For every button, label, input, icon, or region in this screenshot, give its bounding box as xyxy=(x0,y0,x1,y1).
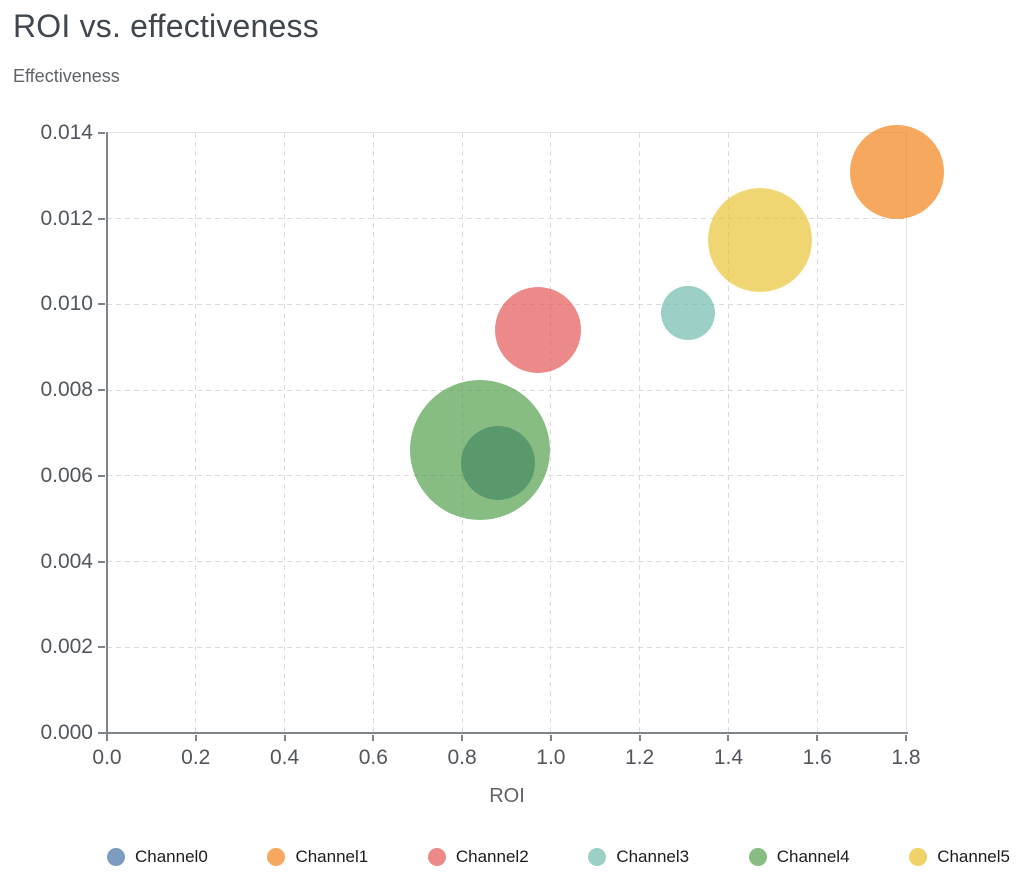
x-tick-label-1.2: 1.2 xyxy=(625,746,655,769)
legend-item-channel5[interactable]: Channel5 xyxy=(909,846,1010,868)
legend-label-channel0: Channel0 xyxy=(135,847,208,866)
x-tick-label-1.8: 1.8 xyxy=(891,746,921,769)
x-tick-label-1.6: 1.6 xyxy=(802,746,832,769)
x-tick-label-1.4: 1.4 xyxy=(713,746,744,769)
y-tick-0.012 xyxy=(98,217,105,220)
bubble-channel5[interactable] xyxy=(707,188,812,293)
y-tick-label-0.010: 0.010 xyxy=(40,292,93,316)
legend-item-channel1[interactable]: Channel1 xyxy=(267,846,368,868)
gridline-x-1.0 xyxy=(550,133,552,733)
x-tick-1.2 xyxy=(638,735,641,741)
legend-item-channel2[interactable]: Channel2 xyxy=(427,846,529,868)
legend-label-channel3: Channel3 xyxy=(616,847,690,866)
x-tick-label-0.0: 0.0 xyxy=(92,746,122,769)
x-tick-label-0.4: 0.4 xyxy=(269,746,300,769)
gridline-x-0.4 xyxy=(284,133,286,733)
y-tick-0.010 xyxy=(98,303,105,306)
y-tick-0.006 xyxy=(98,474,105,477)
bubble-channel4[interactable] xyxy=(409,380,550,521)
x-axis-title: ROI xyxy=(489,785,525,807)
gridline-x-1.2 xyxy=(639,133,641,733)
y-tick-0.008 xyxy=(98,389,105,392)
x-tick-0.2 xyxy=(194,735,197,741)
legend-swatch-channel0 xyxy=(107,848,125,866)
x-tick-1.0 xyxy=(549,735,552,741)
x-tick-label-1.0: 1.0 xyxy=(536,746,566,769)
legend-label-channel2: Channel2 xyxy=(455,847,529,866)
y-tick-label-0.012: 0.012 xyxy=(40,206,93,230)
y-tick-label-0.004: 0.004 xyxy=(40,549,93,573)
bubble-channel3[interactable] xyxy=(661,286,716,340)
x-tick-1.4 xyxy=(727,735,730,741)
chart-title: ROI vs. effectiveness xyxy=(13,8,319,44)
y-tick-label-0.000: 0.000 xyxy=(40,721,93,744)
legend: Channel0 Channel1 Channel2 Channel3 Channel4… xyxy=(107,845,1010,869)
gridline-x-1.4 xyxy=(727,133,729,733)
gridline-x-1.6 xyxy=(816,133,818,733)
legend-item-channel0[interactable]: Channel0 xyxy=(107,846,208,868)
legend-label-channel4: Channel4 xyxy=(776,847,850,866)
bubble-channel1[interactable] xyxy=(850,124,945,219)
gridline-y-0.012 xyxy=(107,218,906,220)
y-tick-label-0.008: 0.008 xyxy=(40,378,93,402)
y-axis-line xyxy=(106,132,108,735)
x-tick-label-0.8: 0.8 xyxy=(447,746,477,769)
plot-area: 0.0 0.2 0.4 0.6 0.8 1.0 1.2 1.4 1.6 1.8 0.000 0.002… xyxy=(40,121,945,769)
gridline-x-0.6 xyxy=(372,133,374,733)
legend-swatch-channel4 xyxy=(748,848,767,866)
y-tick-0.000 xyxy=(98,732,105,734)
x-tick-1.8 xyxy=(905,735,907,741)
x-axis-line xyxy=(105,732,908,734)
legend-item-channel3[interactable]: Channel3 xyxy=(588,846,689,868)
plot-border-right xyxy=(906,133,907,733)
gridline-y-0.002 xyxy=(107,646,906,648)
y-tick-label-0.002: 0.002 xyxy=(40,635,93,659)
plot-border-top xyxy=(107,132,907,133)
x-tick-label-0.6: 0.6 xyxy=(358,746,388,769)
y-tick-0.004 xyxy=(98,560,105,563)
legend-swatch-channel3 xyxy=(588,848,607,866)
y-tick-0.014 xyxy=(98,132,105,134)
legend-swatch-channel2 xyxy=(427,848,446,866)
x-tick-0.0 xyxy=(106,735,108,741)
bubble-channel2[interactable] xyxy=(494,287,581,374)
x-tick-label-0.2: 0.2 xyxy=(181,746,211,769)
y-tick-label-0.006: 0.006 xyxy=(40,463,93,487)
y-tick-label-0.014: 0.014 xyxy=(40,121,93,144)
x-tick-1.6 xyxy=(816,735,819,741)
legend-swatch-channel5 xyxy=(909,848,928,866)
legend-swatch-channel1 xyxy=(267,848,286,866)
x-tick-0.4 xyxy=(283,735,286,741)
y-tick-0.002 xyxy=(98,646,105,649)
legend-label-channel5: Channel5 xyxy=(937,847,1010,866)
legend-item-channel4[interactable]: Channel4 xyxy=(748,846,850,868)
gridline-x-0.2 xyxy=(195,133,197,733)
y-axis-title: Effectiveness xyxy=(13,66,120,86)
legend-label-channel1: Channel1 xyxy=(295,847,369,866)
x-tick-0.8 xyxy=(461,735,464,741)
gridline-y-0.004 xyxy=(107,561,906,563)
x-tick-0.6 xyxy=(372,735,375,741)
